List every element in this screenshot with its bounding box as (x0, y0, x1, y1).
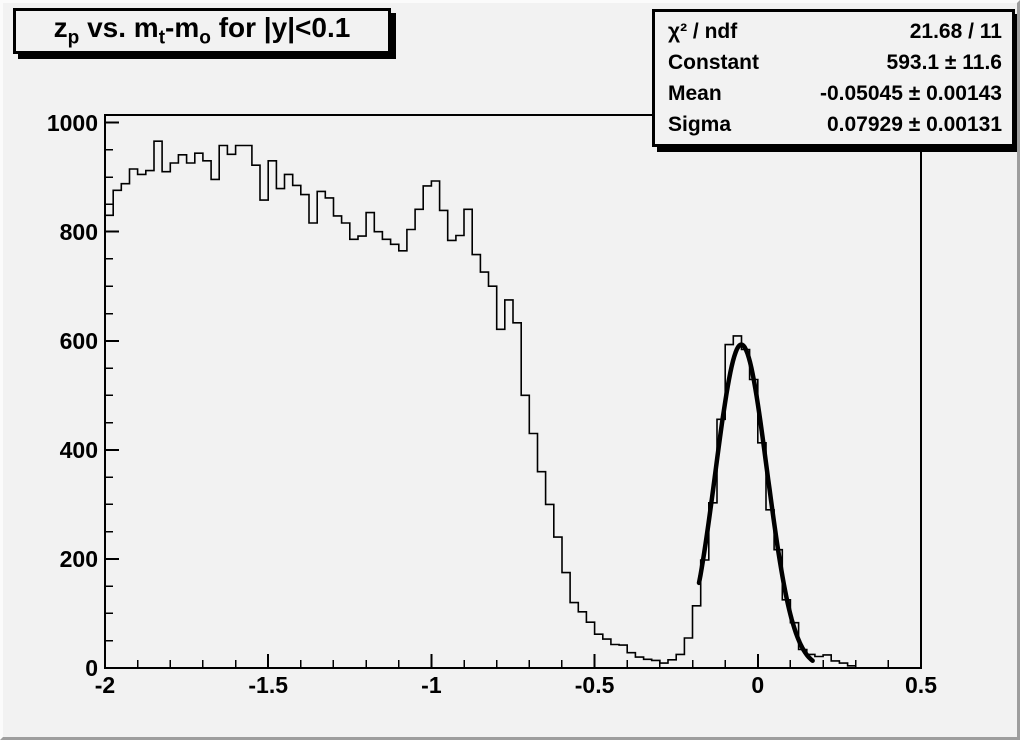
plot-title: zp vs. mt-mo for |y|<0.1 (54, 12, 351, 50)
plot-svg (104, 114, 922, 669)
stats-value-mean: -0.05045 ± 0.00143 (819, 81, 1002, 105)
y-axis-tick-label: 200 (59, 545, 98, 572)
title-subscript: t (158, 27, 166, 49)
stats-row-chi2: χ² / ndf 21.68 / 11 (655, 20, 1012, 44)
x-axis-tick-label: 0.5 (905, 672, 937, 698)
plot-frame (104, 114, 922, 669)
stats-value-constant: 593.1 ± 11.6 (886, 50, 1002, 74)
title-part: z (53, 12, 68, 44)
fit-curve (696, 342, 815, 663)
stats-value-chi2: 21.68 / 11 (909, 19, 1002, 43)
histogram-line (105, 140, 921, 669)
title-part: vs. m (79, 12, 159, 44)
stats-row-mean: Mean -0.05045 ± 0.00143 (655, 82, 1012, 106)
stats-value-sigma: 0.07929 ± 0.00131 (826, 112, 1002, 136)
stats-row-sigma: Sigma 0.07929 ± 0.00131 (655, 113, 1012, 137)
stats-label-sigma: Sigma (668, 112, 732, 136)
stats-label-mean: Mean (668, 81, 722, 105)
y-axis-tick-label: 1000 (46, 109, 98, 136)
x-axis-tick-label: 0 (751, 672, 765, 698)
x-axis-tick-label: -1 (421, 672, 442, 698)
title-box: zp vs. mt-mo for |y|<0.1 (13, 8, 391, 54)
x-axis-tick-label: -0.5 (574, 672, 615, 698)
title-subscript: o (199, 27, 211, 49)
stats-box: χ² / ndf 21.68 / 11 Constant 593.1 ± 11.… (652, 9, 1015, 147)
y-axis-tick-label: 400 (59, 436, 98, 463)
y-axis-tick-label: 600 (59, 327, 98, 354)
stats-label-constant: Constant (668, 50, 759, 74)
title-part: for |y|<0.1 (210, 12, 351, 44)
y-axis-tick-label: 800 (59, 218, 98, 245)
x-axis-tick-label: -1.5 (248, 672, 289, 698)
x-axis-tick-label: -2 (94, 672, 116, 698)
title-subscript: p (67, 27, 80, 49)
y-axis-tick-label: 0 (85, 655, 98, 681)
title-part: -m (165, 12, 200, 44)
stats-row-constant: Constant 593.1 ± 11.6 (655, 51, 1012, 75)
stats-label-chi2: χ² / ndf (668, 19, 738, 43)
